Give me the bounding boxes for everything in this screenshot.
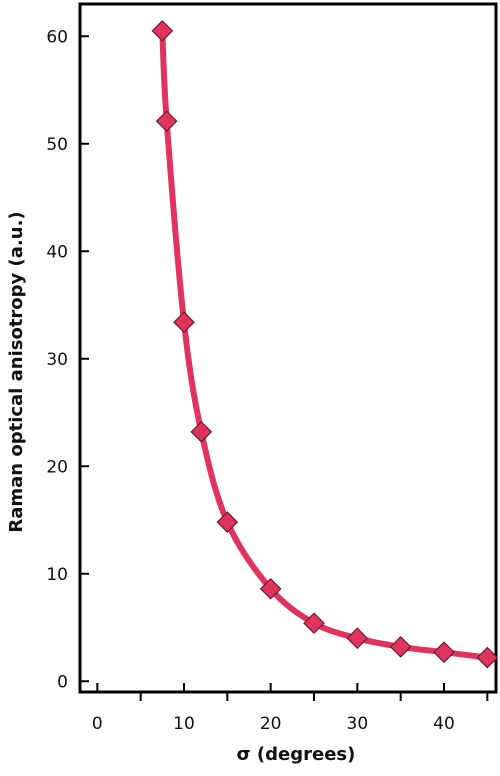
data-point-marker [155,110,178,133]
y-tick-label: 0 [57,672,68,692]
data-point-marker [346,627,369,650]
data-point-marker [259,577,282,600]
x-tick-label: 10 [173,714,195,734]
y-tick-label: 20 [46,457,68,477]
data-point-marker [476,646,499,669]
series-line [159,27,491,661]
x-axis-label: σ (degrees) [237,744,356,765]
data-point-marker [216,511,239,533]
y-axis-label: Raman optical anisotropy (a.u.) [6,211,27,532]
x-tick-label: 20 [260,714,282,734]
data-point-marker [303,612,325,635]
data-point-marker [151,20,174,42]
data-point-marker [190,421,213,443]
data-point-marker [173,311,195,334]
x-tick-label: 0 [92,714,103,734]
y-tick-label: 50 [46,135,68,155]
series-layer [151,20,499,669]
x-tick-label: 40 [433,714,455,734]
y-tick-label: 30 [46,350,68,370]
axes: 0 10 20 30 40 50 60 0 10 20 30 40 [46,2,498,734]
data-point-marker [433,641,455,664]
plot-frame [78,2,498,694]
y-tick-label: 40 [46,242,68,262]
x-tick-label: 30 [347,714,369,734]
y-tick-label: 60 [46,27,68,47]
data-point-marker [389,636,412,658]
y-tick-label: 10 [46,565,68,585]
